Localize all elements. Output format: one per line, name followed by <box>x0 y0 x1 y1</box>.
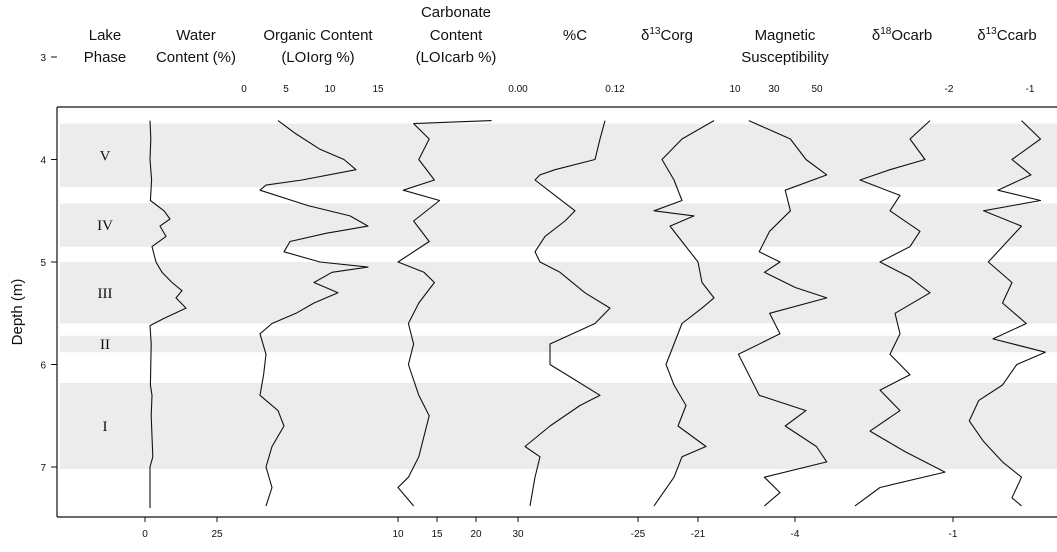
pct_c-curve <box>524 120 611 506</box>
phase-band <box>60 262 1057 324</box>
top-tick-label: 50 <box>811 84 823 95</box>
depth-tick-label: 4 <box>40 156 46 167</box>
column-title: Magnetic <box>755 27 816 44</box>
d13c_carb-curve <box>968 120 1046 507</box>
loi_carb-curve <box>397 120 492 507</box>
top-tick-label: 0 <box>241 84 247 95</box>
depth-tick-label: 5 <box>40 258 46 269</box>
top-tick-label: 30 <box>768 84 780 95</box>
bottom-tick-label: 0 <box>142 529 148 540</box>
phase-label: III <box>98 286 113 302</box>
phase-band <box>60 382 1057 470</box>
top-tick-label: 10 <box>324 84 336 95</box>
column-title: Susceptibility <box>741 49 829 66</box>
phase-band <box>60 335 1057 353</box>
column-title: Content <box>430 27 483 44</box>
phase-band <box>60 123 1057 188</box>
phase-label: IV <box>97 218 113 234</box>
chart-frame <box>56 106 1057 518</box>
depth-tick-label: 3 <box>40 53 46 64</box>
top-tick-label: -1 <box>1026 84 1035 95</box>
phase-band <box>60 203 1057 247</box>
bottom-tick-label: 15 <box>431 529 443 540</box>
column-title: Water <box>176 27 215 44</box>
loi_org-curve <box>259 120 369 507</box>
top-tick-label: -2 <box>945 84 954 95</box>
bottom-tick-label: -21 <box>691 529 706 540</box>
bottom-tick-label: -25 <box>631 529 646 540</box>
column-title: Content (%) <box>156 49 236 66</box>
phase-label: II <box>100 337 110 353</box>
column-title: %C <box>563 27 587 44</box>
top-tick-label: 15 <box>372 84 384 95</box>
column-title: δ13Ccarb <box>977 26 1037 44</box>
depth-tick-label: 7 <box>40 463 46 474</box>
top-tick-label: 10 <box>729 84 741 95</box>
phase-label: V <box>100 148 111 164</box>
column-title: Lake <box>89 27 122 44</box>
bottom-tick-label: 25 <box>211 529 223 540</box>
column-title: δ13Corg <box>641 26 693 44</box>
column-headers: Lake Phase Water Content (%) Organic Content… <box>84 4 1037 66</box>
column-title: Phase <box>84 49 127 66</box>
top-tick-label: 5 <box>283 84 289 95</box>
d13c_org-curve <box>653 120 715 507</box>
column-title: (LOIorg %) <box>281 49 354 66</box>
bottom-tick-label: -1 <box>949 529 958 540</box>
bottom-tick-label: -4 <box>791 529 800 540</box>
bottom-tick-label: 20 <box>470 529 482 540</box>
depth-axis: Depth (m) <box>9 279 26 346</box>
column-title: Organic Content <box>263 27 373 44</box>
top-tick-label: 0.12 <box>605 84 625 95</box>
depth-tick-label: 6 <box>40 361 46 372</box>
water-curve <box>149 120 187 508</box>
column-title: δ18Ocarb <box>872 26 932 44</box>
mag_sus-curve <box>737 120 828 507</box>
proxy-series <box>149 120 1046 508</box>
top-tick-label: 0.00 <box>508 84 528 95</box>
phase-label: I <box>103 419 108 435</box>
column-title: (LOIcarb %) <box>416 49 497 66</box>
column-title: Carbonate <box>421 4 491 21</box>
bottom-tick-label: 10 <box>392 529 404 540</box>
depth-axis-label: Depth (m) <box>9 279 26 346</box>
axis-ticks: 3 4 5 6 7 0 25 0 5 10 15 10 15 20 0.00 0.12 30 -25 -21 10 30… <box>40 53 1034 540</box>
bottom-tick-label: 30 <box>512 529 524 540</box>
d18o_carb-curve <box>854 120 946 507</box>
